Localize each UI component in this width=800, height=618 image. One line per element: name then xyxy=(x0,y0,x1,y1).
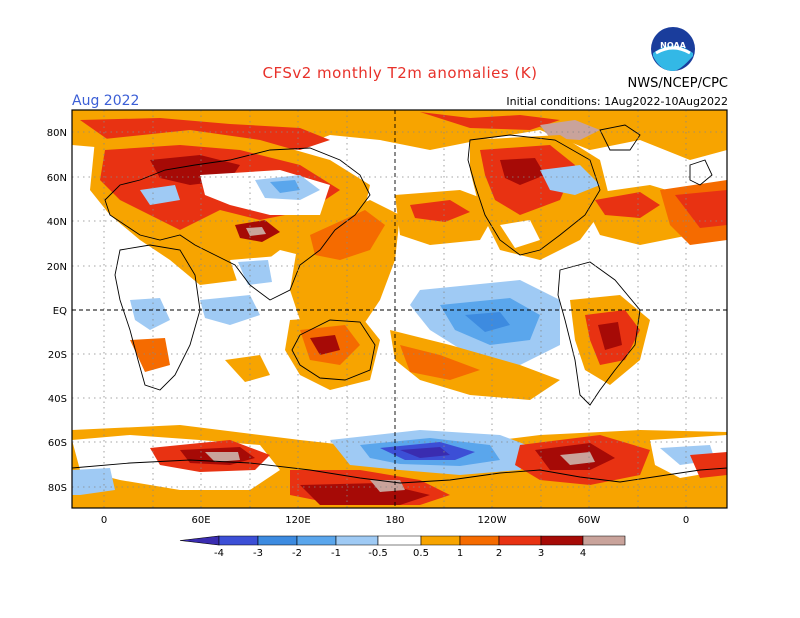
logo-text: NOAA xyxy=(660,41,686,50)
map-frame xyxy=(71,109,728,509)
lon-label: 60E xyxy=(191,515,210,526)
colorbar-swatch xyxy=(498,535,542,546)
colorbar xyxy=(179,535,626,546)
colorbar-label: 1 xyxy=(457,548,463,559)
equator-dateline xyxy=(72,110,727,508)
colorbar-swatch xyxy=(540,535,584,546)
lat-label: 80S xyxy=(48,483,67,494)
lon-label: 120W xyxy=(478,515,507,526)
lat-label: 60S xyxy=(48,438,67,449)
lat-label: 60N xyxy=(47,173,67,184)
gridlines xyxy=(72,110,727,508)
colorbar-swatch xyxy=(459,535,500,546)
anomaly-field xyxy=(72,110,727,508)
colorbar-label: -2 xyxy=(292,548,302,559)
colorbar-label: 0.5 xyxy=(413,548,429,559)
coastlines xyxy=(72,124,727,484)
colorbar-label: -1 xyxy=(331,548,341,559)
colorbar-label: -0.5 xyxy=(368,548,388,559)
lat-label: 20S xyxy=(48,350,67,361)
lon-labels: 0 60E 120E 180 120W 60W 0 xyxy=(101,515,689,526)
colorbar-label: 4 xyxy=(580,548,586,559)
initial-conditions-label: Initial conditions: 1Aug2022-10Aug2022 xyxy=(506,95,728,108)
colorbar-swatch xyxy=(582,535,626,546)
colorbar-swatch xyxy=(218,535,259,546)
lon-label: 0 xyxy=(683,515,689,526)
agency-label: NWS/NCEP/CPC xyxy=(627,76,728,91)
noaa-logo: NOAA xyxy=(650,26,696,72)
lon-label: 0 xyxy=(101,515,107,526)
lat-label: 40S xyxy=(48,394,67,405)
colorbar-swatch xyxy=(296,535,337,546)
lat-label: 80N xyxy=(47,128,67,139)
colorbar-label: -3 xyxy=(253,548,263,559)
lat-label: 20N xyxy=(47,262,67,273)
colorbar-label: 2 xyxy=(496,548,502,559)
lon-label: 60W xyxy=(578,515,601,526)
colorbar-swatch xyxy=(179,535,220,546)
lon-label: 180 xyxy=(385,515,404,526)
colorbar-swatch xyxy=(377,535,422,546)
colorbar-swatch xyxy=(420,535,461,546)
lon-label: 120E xyxy=(285,515,310,526)
colorbar-label: -4 xyxy=(214,548,224,559)
colorbar-swatch xyxy=(335,535,379,546)
colorbar-swatch xyxy=(257,535,298,546)
month-label: Aug 2022 xyxy=(72,93,140,109)
colorbar-label: 3 xyxy=(538,548,544,559)
colorbar-labels: -4 -3 -2 -1 -0.5 0.5 1 2 3 4 xyxy=(214,548,586,559)
lat-label: 40N xyxy=(47,217,67,228)
lat-label: EQ xyxy=(53,306,67,317)
lat-labels: 80N 60N 40N 20N EQ 20S 40S 60S 80S xyxy=(47,128,67,494)
page-title: CFSv2 monthly T2m anomalies (K) xyxy=(262,64,538,82)
